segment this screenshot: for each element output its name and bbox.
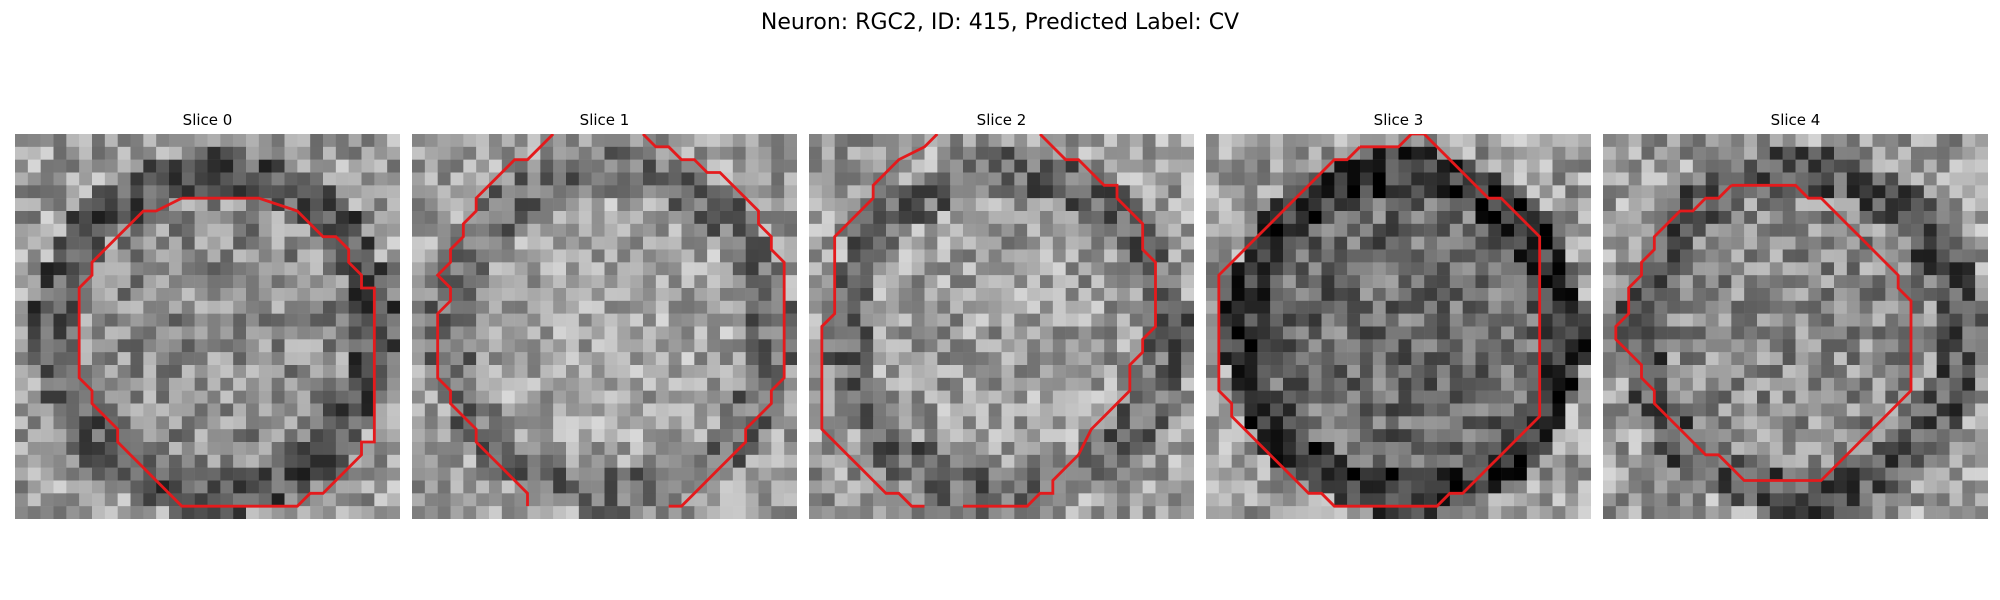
slice-image — [1603, 134, 1988, 519]
cell-contour — [435, 134, 555, 507]
panel-slice-0: Slice 0 — [15, 110, 400, 519]
panel-slice-2: Slice 2 — [809, 110, 1194, 519]
panel-slice-3: Slice 3 — [1206, 110, 1591, 519]
slice-image — [1206, 134, 1591, 519]
cell-contour — [820, 134, 939, 508]
slice-image — [809, 134, 1194, 519]
cell-contour — [1217, 134, 1542, 508]
panel-title: Slice 3 — [1373, 111, 1424, 129]
panel-title: Slice 1 — [579, 111, 630, 129]
cell-contour — [1614, 183, 1913, 482]
cell-contour — [77, 196, 376, 508]
cell-contour — [642, 134, 786, 508]
panel-title: Slice 4 — [1770, 111, 1821, 129]
panel-slice-1: Slice 1 — [412, 110, 797, 519]
figure-title: Neuron: RGC2, ID: 415, Predicted Label: … — [760, 10, 1240, 35]
slice-image — [412, 134, 797, 519]
cell-contour — [963, 134, 1157, 508]
panel-slice-4: Slice 4 — [1603, 110, 1988, 519]
panel-title: Slice 0 — [182, 111, 233, 129]
panel-title: Slice 2 — [976, 111, 1027, 129]
slice-image — [15, 134, 400, 519]
